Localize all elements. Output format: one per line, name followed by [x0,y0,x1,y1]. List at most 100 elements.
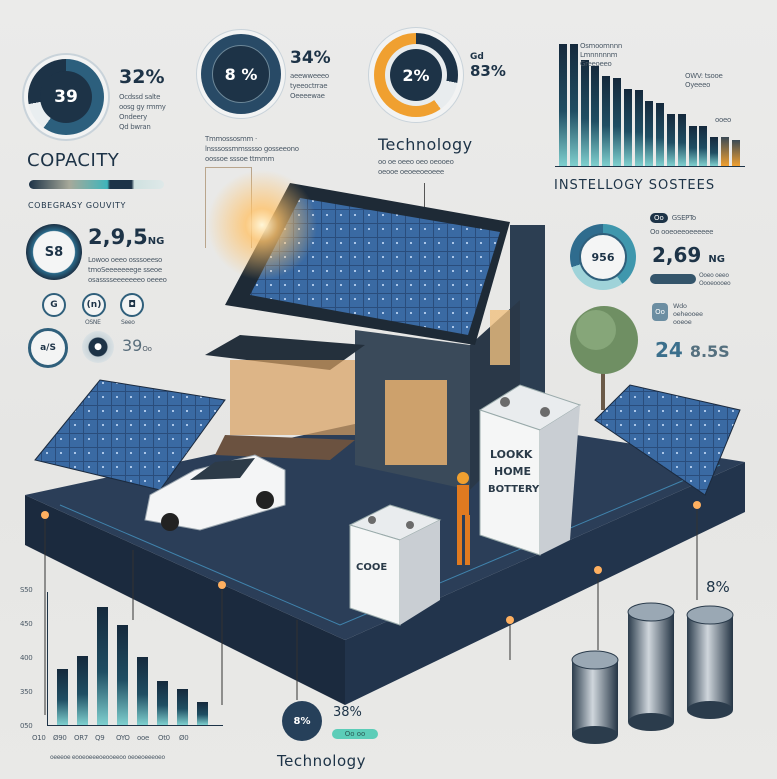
small-battery: COOE [348,504,442,626]
bottom-chart-bar [57,669,68,725]
gauge-caption: aeewweeeo tyeeoctrrae Oeeeewae [290,72,329,100]
svg-text:BOTTERY: BOTTERY [488,484,540,495]
gauge-side-value: Gd 83% [470,52,506,80]
car [144,454,286,531]
capacity-gauge: 39 [22,53,110,141]
svg-text:HOME: HOME [494,465,531,478]
feature-icon: ◘ [120,293,144,317]
stat-ring: S8 [26,224,82,280]
connector-lines [44,510,698,715]
y-tick: S50 [20,586,33,594]
top-chart-bar [731,140,740,166]
solar-array-right [594,384,741,496]
text-block: Tmmossosmm · lnsssossmmsssso gosseeono oos… [205,135,299,163]
coin-value: 8% [706,578,730,596]
svg-text:LOOKK: LOOKK [490,448,533,461]
top-chart-bar [559,44,567,166]
legend-line: Oo ooeoeeoeeeeee [650,228,714,236]
home-battery: LOOKK HOME BOTTERY [478,384,582,556]
top-chart-bar [699,125,708,166]
bottom-chart-bar [177,689,188,725]
capacity-subtitle: COBEGRASY GOUVITY [28,201,126,210]
top-chart-bar [656,102,665,166]
feature-icon: (n) [82,293,106,317]
top-chart-bar [580,59,589,166]
connector-line [424,183,425,223]
badge-icon: Oo [652,303,668,321]
y-tick: 400 [20,654,33,662]
sun-glow [207,170,317,280]
bottom-chart-bar [117,625,128,725]
bottom-chart-bar [137,657,148,725]
bottom-stat-value: 38% [333,705,362,720]
solar-array-left [34,379,226,491]
coin-stacks [571,602,734,744]
top-bar-chart: Osmoomnnn Lmnnnnnm Greeoeeo OWV: tsooe Oyee… [555,38,745,167]
stat-caption: Lowoo oeeo osssoeeso tmoSeeeeeeege sseoe o… [88,256,167,284]
technician [457,472,470,565]
x-tick: Ot0 [158,734,170,742]
badge-caption: Wdo oeheooee ooeoe [673,302,703,326]
top-chart-bar [634,90,643,166]
indicator-lights [41,501,701,624]
svg-text:COOE: COOE [356,562,387,573]
home-icon: a/S [28,328,68,368]
top-chart-bar [602,75,611,166]
technology-gauge: 2% [368,27,464,123]
battery-icon: ● [82,331,114,363]
x-tick: ooe [137,734,149,742]
gauge-value: 8 % [224,64,258,84]
y-tick: 450 [20,620,33,628]
top-chart-bar [710,136,719,166]
y-axis-ticks: S50 450 400 350 050 [20,585,46,735]
efficiency-gauge: 8 % [196,29,286,119]
top-chart-bar [645,101,654,166]
x-tick: OR7 [74,734,88,742]
gauge-value: 39 [54,87,78,107]
legend-pill: Oo GSEPTo [650,213,696,223]
top-chart-bar [569,44,578,166]
x-tick: OYO [116,734,130,742]
top-chart-title: INSTELLOGY SOSTEES [554,178,716,193]
bottom-technology-title: Technology [277,752,367,770]
gauge-side-value: 32% [119,66,165,88]
stat-value-right: 2,69 NG [652,243,725,267]
stat-bar [650,274,696,284]
stat-value-small: 39Oo [122,336,152,355]
stat-bar-caption: Ooeo oeeo Oooeoooeo [699,272,731,287]
bottom-stat-circle: 8% [282,701,322,741]
y-tick: 050 [20,722,33,730]
gauge-caption: Ocdssd salte oosg gy rmmy Ondeery Qd bwran [119,93,166,131]
tree [570,306,638,410]
house [205,183,545,490]
top-chart-bar [591,65,600,166]
stat-value-right-2: 24 8.5S [655,338,730,362]
gauge-value: 2% [402,65,430,85]
technology-caption: oo oe oeeo oeo oeooeo oeooe oeoeeoeoeee [378,158,454,176]
capacity-title: COPACITY [27,150,120,171]
chart-caption: oeeeoe eooeoeeeoeooeeoo oeoeoeeeoeo [50,754,165,761]
bottom-bar-chart [47,592,223,726]
capacity-progress-bar [29,180,164,189]
feature-icon: G [42,293,66,317]
gauge-side-value: 34% [290,48,331,68]
x-tick: Ø90 [53,734,67,742]
bottom-chart-bar [77,655,88,725]
stat-value: 2,9,5NG [88,225,165,249]
x-tick: O10 [32,734,46,742]
feature-label: OSNE [85,319,101,326]
top-chart-bar [688,125,697,166]
x-tick: Q9 [95,734,105,742]
top-chart-bar [721,136,729,166]
feature-label: Seeo [121,319,135,326]
stat-ring-right: 956 [570,224,636,290]
top-chart-bar [667,113,675,166]
top-chart-bar [677,113,686,166]
technology-title: Technology [378,135,473,154]
bottom-stat-pill: Oo oo [332,729,378,739]
x-axis-ticks: O10 Ø90 OR7 Q9 OYO ooe Ot0 Ø0 [30,733,230,745]
top-chart-bar [613,78,621,166]
bottom-chart-bar [157,681,168,725]
bottom-chart-bar [97,606,108,725]
